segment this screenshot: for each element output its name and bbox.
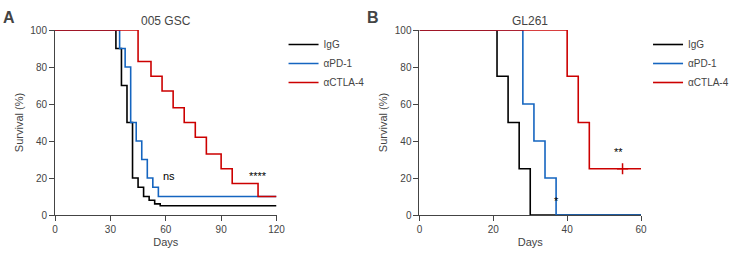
svg-text:30: 30: [105, 224, 117, 235]
svg-text:Survival (%): Survival (%): [13, 93, 25, 152]
svg-text:Survival (%): Survival (%): [377, 93, 389, 152]
svg-text:60: 60: [400, 99, 412, 110]
svg-text:αPD-1: αPD-1: [688, 58, 717, 69]
svg-text:αCTLA-4: αCTLA-4: [324, 77, 365, 88]
svg-text:90: 90: [216, 224, 228, 235]
svg-text:20: 20: [400, 173, 412, 184]
svg-text:60: 60: [36, 99, 48, 110]
svg-text:0: 0: [41, 210, 47, 221]
svg-text:0: 0: [52, 224, 58, 235]
svg-text:40: 40: [562, 224, 574, 235]
svg-text:100: 100: [30, 25, 47, 36]
svg-text:120: 120: [268, 224, 285, 235]
svg-text:****: ****: [249, 170, 267, 182]
svg-text:40: 40: [400, 136, 412, 147]
svg-text:0: 0: [406, 210, 412, 221]
svg-text:**: **: [614, 146, 623, 158]
svg-text:Days: Days: [153, 236, 179, 248]
svg-text:20: 20: [36, 173, 48, 184]
svg-text:100: 100: [395, 25, 412, 36]
svg-text:80: 80: [36, 62, 48, 73]
svg-text:40: 40: [36, 136, 48, 147]
svg-text:A: A: [3, 9, 15, 26]
svg-text:αCTLA-4: αCTLA-4: [688, 77, 729, 88]
svg-text:0: 0: [417, 224, 423, 235]
svg-text:GL261: GL261: [512, 14, 548, 28]
svg-text:005 GSC: 005 GSC: [141, 14, 191, 28]
svg-text:Days: Days: [518, 236, 544, 248]
svg-text:IgG: IgG: [324, 39, 340, 50]
svg-text:αPD-1: αPD-1: [324, 58, 353, 69]
svg-text:IgG: IgG: [688, 39, 704, 50]
svg-text:ns: ns: [163, 170, 175, 182]
svg-text:B: B: [367, 9, 379, 26]
svg-text:*: *: [554, 195, 559, 207]
svg-text:20: 20: [488, 224, 500, 235]
svg-text:80: 80: [400, 62, 412, 73]
svg-text:60: 60: [160, 224, 172, 235]
svg-text:60: 60: [635, 224, 647, 235]
